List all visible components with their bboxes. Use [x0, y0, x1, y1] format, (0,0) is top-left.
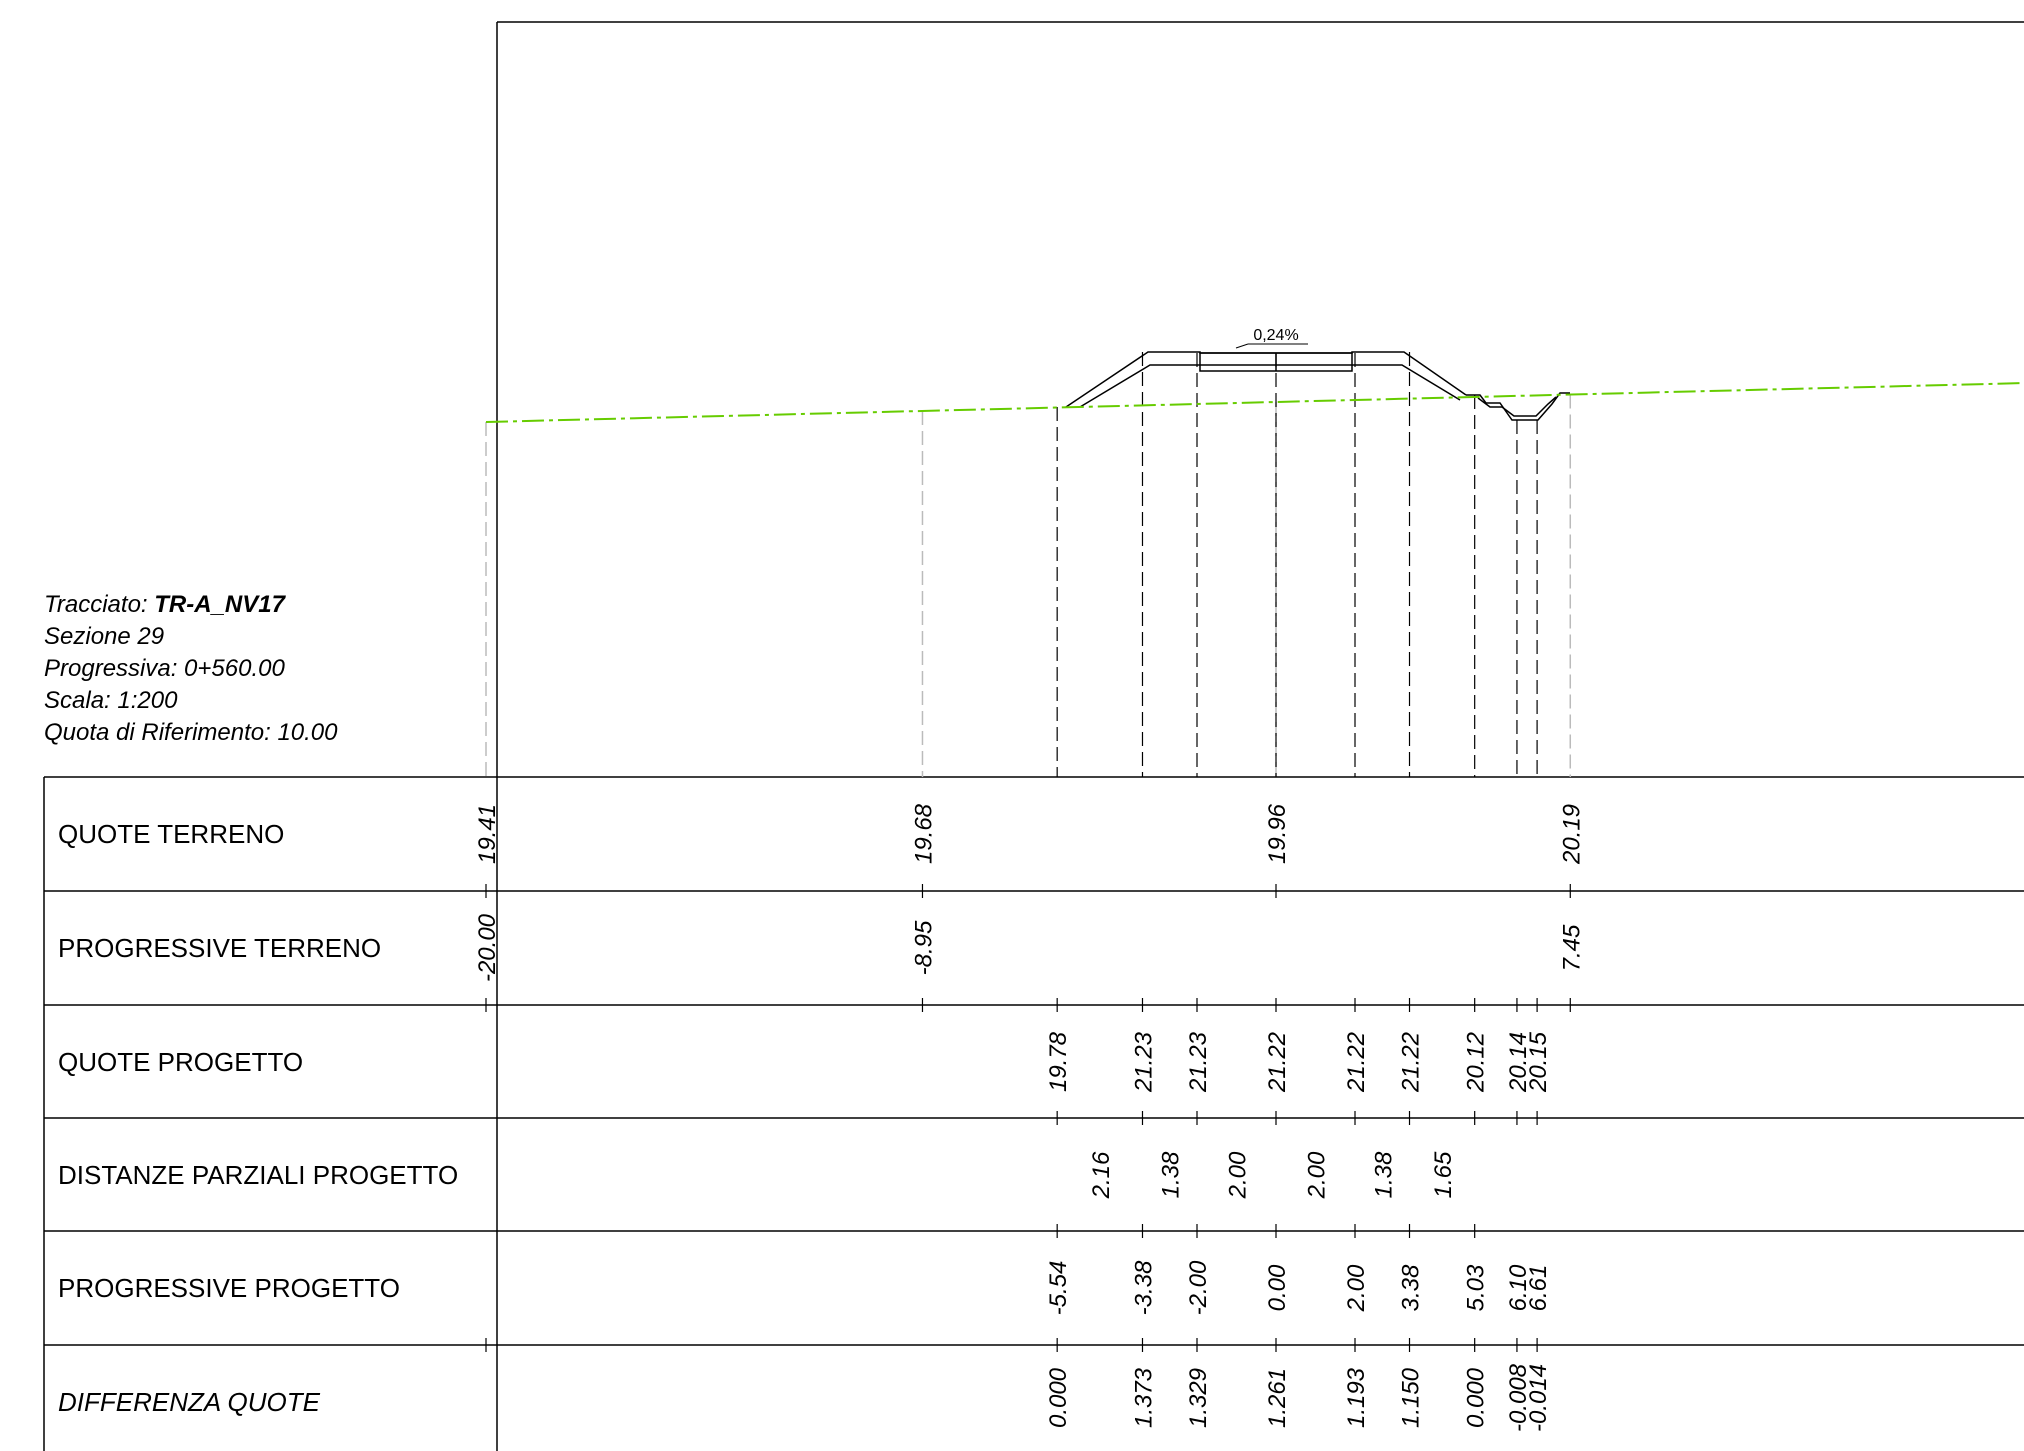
row-label: QUOTE TERRENO [58, 819, 284, 849]
table-grid [44, 776, 2024, 1346]
project-progressiva-value: -5.54 [1045, 1261, 1072, 1316]
terrain-progressiva-value: -8.95 [910, 920, 937, 975]
project-progressiva-value: 3.38 [1398, 1264, 1425, 1311]
differenza-value: 1.329 [1185, 1368, 1212, 1428]
ditch-inner [1477, 396, 1557, 417]
project-progressiva-value: 5.03 [1463, 1264, 1490, 1311]
slope-arrow-head [1235, 343, 1249, 349]
differenza-value: 1.373 [1130, 1367, 1157, 1428]
partial-distance-value: 2.00 [1304, 1151, 1331, 1199]
differenza-value: -0.014 [1525, 1364, 1552, 1432]
terrain-quota-value: 19.96 [1264, 803, 1291, 864]
terrain-guides [485, 394, 1572, 777]
terrain-quota-value: 19.68 [910, 803, 937, 864]
row-label: PROGRESSIVE PROGETTO [58, 1273, 400, 1303]
terrain-line [485, 382, 2024, 423]
differenza-value: 0.000 [1463, 1367, 1490, 1428]
project-progressiva-value: -3.38 [1130, 1260, 1157, 1315]
row-label: DISTANZE PARZIALI PROGETTO [58, 1160, 458, 1190]
project-quota-value: 21.22 [1343, 1032, 1370, 1093]
project-quota-value: 20.14 [1505, 1032, 1532, 1093]
table-row-labels: QUOTE TERRENO PROGRESSIVE TERRENO QUOTE PR… [58, 819, 458, 1417]
partial-distance-value: 1.65 [1430, 1151, 1457, 1198]
row-label: PROGRESSIVE TERRENO [58, 933, 381, 963]
scala-line: Scala: 1:200 [44, 687, 178, 714]
terrain-quota-value: 20.19 [1558, 804, 1585, 865]
tracciato-line: Tracciato: TR-A_NV17 [44, 589, 338, 621]
progressiva-line: Progressiva: 0+560.00 [44, 655, 285, 682]
terrain-quota-value: 19.41 [474, 804, 501, 864]
differenza-value: 1.193 [1343, 1367, 1370, 1428]
differenza-value: 1.261 [1264, 1368, 1291, 1428]
project-quota-value: 21.23 [1130, 1031, 1157, 1093]
ditch-outer [1466, 392, 1570, 421]
tracciato-value: TR-A_NV17 [154, 591, 285, 618]
partial-distance-value: 2.00 [1225, 1151, 1252, 1199]
road-profile [1065, 351, 1570, 421]
differenza-value: -0.008 [1505, 1363, 1532, 1432]
project-progressiva-value: 2.00 [1343, 1264, 1370, 1312]
project-progressiva-value: 6.10 [1505, 1264, 1532, 1311]
quota-riferimento-line: Quota di Riferimento: 10.00 [44, 719, 338, 746]
sezione-line: Sezione 29 [44, 623, 165, 650]
partial-distance-value: 1.38 [1370, 1151, 1397, 1198]
project-progressiva-value: 6.61 [1525, 1265, 1552, 1312]
tracciato-label: Tracciato: [44, 591, 148, 618]
project-progressiva-value: 0.00 [1264, 1264, 1291, 1311]
slope-label: 0,24% [1253, 327, 1298, 344]
project-progressiva-value: -2.00 [1185, 1260, 1212, 1315]
project-quota-value: 21.22 [1264, 1032, 1291, 1093]
slope-annotation: 0,24% [1235, 327, 1308, 349]
differenza-value: 0.000 [1045, 1367, 1072, 1428]
partial-distance-value: 1.38 [1158, 1151, 1185, 1198]
project-quota-value: 19.78 [1045, 1031, 1072, 1092]
project-quota-value: 20.15 [1525, 1031, 1552, 1093]
table-values: 19.41 19.68 19.96 20.19 -20.00 -8.95 7.45 19.78… [474, 803, 1585, 1432]
project-guides [1056, 352, 1538, 777]
terrain-progressiva-value: 7.45 [1558, 924, 1585, 971]
row-label: DIFFERENZA QUOTE [58, 1387, 321, 1417]
row-label: QUOTE PROGETTO [58, 1047, 303, 1077]
project-quota-value: 21.22 [1398, 1032, 1425, 1093]
project-quota-value: 20.12 [1463, 1032, 1490, 1093]
project-quota-value: 21.23 [1185, 1031, 1212, 1093]
partial-distance-value: 2.16 [1088, 1151, 1115, 1199]
section-info: Tracciato: TR-A_NV17 Sezione 29 Progress… [44, 589, 338, 749]
terrain-progressiva-value: -20.00 [474, 913, 501, 982]
differenza-value: 1.150 [1398, 1367, 1425, 1428]
